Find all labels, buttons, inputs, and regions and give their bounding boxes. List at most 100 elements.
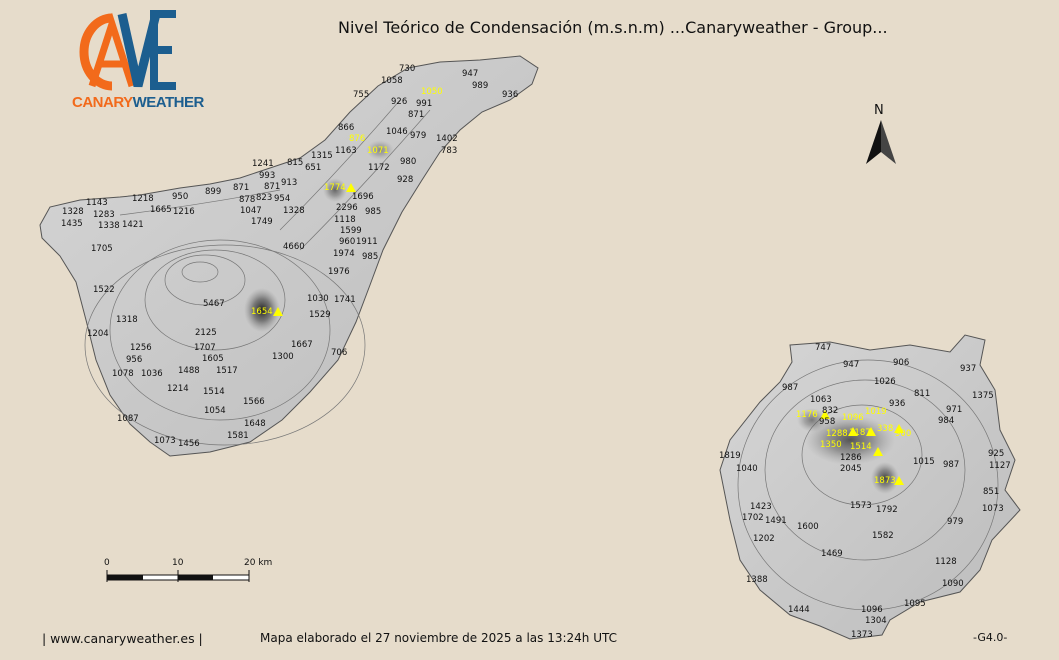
elevation-label: 1469 bbox=[821, 549, 843, 559]
elevation-label: 1522 bbox=[93, 285, 115, 295]
highlighted-elevation-label: 1096 bbox=[842, 413, 864, 423]
elevation-label: 1707 bbox=[194, 343, 216, 353]
elevation-label: 1456 bbox=[178, 439, 200, 449]
elevation-label: 989 bbox=[472, 81, 489, 91]
elevation-label: 1118 bbox=[334, 215, 356, 225]
elevation-label: 1444 bbox=[788, 605, 810, 615]
elevation-label: 1300 bbox=[272, 352, 294, 362]
highlighted-elevation-label: 338 bbox=[877, 424, 894, 434]
website-link[interactable]: | www.canaryweather.es | bbox=[42, 631, 203, 646]
elevation-label: 1792 bbox=[876, 505, 898, 515]
logo-word-canary: Canary bbox=[72, 94, 133, 111]
map-title: Nivel Teórico de Condensación (m.s.n.m) … bbox=[338, 18, 888, 37]
logo-word-weather: Weather bbox=[132, 94, 205, 111]
elevation-label: 1095 bbox=[904, 599, 926, 609]
elevation-label: 1214 bbox=[167, 384, 189, 394]
elevation-label: 985 bbox=[362, 252, 379, 262]
highlighted-elevation-label: 900 bbox=[895, 429, 912, 439]
elevation-label: 1087 bbox=[117, 414, 139, 424]
elevation-label: 1047 bbox=[240, 206, 262, 216]
elevation-label: 730 bbox=[399, 64, 416, 74]
north-label: N bbox=[874, 103, 884, 118]
elevation-label: 871 bbox=[264, 182, 281, 192]
elevation-label: 1514 bbox=[203, 387, 225, 397]
elevation-label: 1283 bbox=[93, 210, 115, 220]
highlighted-elevation-label: 1350 bbox=[820, 440, 842, 450]
elevation-label: 956 bbox=[126, 355, 143, 365]
elevation-label: 755 bbox=[353, 90, 370, 100]
elevation-label: 1046 bbox=[386, 127, 408, 137]
gran-canaria-contours bbox=[737, 359, 999, 611]
elevation-label: 1063 bbox=[810, 395, 832, 405]
highlighted-elevation-label: 1514 bbox=[850, 442, 872, 452]
elevation-label: 947 bbox=[462, 69, 479, 79]
elevation-label: 1078 bbox=[112, 369, 134, 379]
elevation-label: 1127 bbox=[989, 461, 1011, 471]
highlighted-elevation-label: 1176 bbox=[796, 410, 818, 420]
elevation-label: 1058 bbox=[381, 76, 403, 86]
elevation-label: 815 bbox=[287, 158, 304, 168]
scale-bar bbox=[106, 570, 250, 582]
elevation-label: 928 bbox=[397, 175, 414, 185]
elevation-label: 1648 bbox=[244, 419, 266, 429]
elevation-label: 2125 bbox=[195, 328, 217, 338]
elevation-label: 823 bbox=[256, 193, 273, 203]
north-arrow-icon bbox=[866, 120, 896, 164]
elevation-label: 1172 bbox=[368, 163, 390, 173]
elevation-label: 1749 bbox=[251, 217, 273, 227]
elevation-label: 1204 bbox=[87, 329, 109, 339]
elevation-label: 878 bbox=[239, 195, 256, 205]
elevation-label: 866 bbox=[338, 123, 355, 133]
canaryweather-logo: CanaryWeather bbox=[72, 6, 204, 114]
elevation-label: 1375 bbox=[972, 391, 994, 401]
scale-label-10: 10 bbox=[172, 558, 184, 568]
elevation-label: 1573 bbox=[850, 501, 872, 511]
elevation-label: 1600 bbox=[797, 522, 819, 532]
elevation-label: 1517 bbox=[216, 366, 238, 376]
elevation-label: 811 bbox=[914, 389, 931, 399]
elevation-label: 1163 bbox=[335, 146, 357, 156]
elevation-label: 1599 bbox=[340, 226, 362, 236]
elevation-label: 987 bbox=[782, 383, 799, 393]
elevation-label: 1090 bbox=[942, 579, 964, 589]
elevation-label: 987 bbox=[943, 460, 960, 470]
elevation-label: 1566 bbox=[243, 397, 265, 407]
elevation-label: 1976 bbox=[328, 267, 350, 277]
version: -G4.0- bbox=[973, 631, 1008, 644]
elevation-label: 958 bbox=[819, 417, 836, 427]
elevation-label: 1421 bbox=[122, 220, 144, 230]
summit-triangle-icon bbox=[894, 424, 904, 433]
elevation-label: 1216 bbox=[173, 207, 195, 217]
highlighted-elevation-label: 1774 bbox=[324, 183, 346, 193]
tenerife-contours bbox=[84, 99, 431, 446]
elevation-label: 1304 bbox=[865, 616, 887, 626]
elevation-label: 783 bbox=[441, 146, 458, 156]
elevation-label: 1338 bbox=[98, 221, 120, 231]
elevation-label: 971 bbox=[946, 405, 963, 415]
elevation-label: 1096 bbox=[861, 605, 883, 615]
highlighted-elevation-label: 1071 bbox=[367, 146, 389, 156]
elevation-label: 1911 bbox=[356, 237, 378, 247]
elevation-label: 936 bbox=[502, 90, 519, 100]
elevation-label: 1667 bbox=[291, 340, 313, 350]
elevation-label: 1605 bbox=[202, 354, 224, 364]
elevation-label: 984 bbox=[938, 416, 955, 426]
elevation-label: 832 bbox=[822, 406, 839, 416]
elevation-label: 913 bbox=[281, 178, 298, 188]
elevation-label: 1665 bbox=[150, 205, 172, 215]
summit-triangle-icon bbox=[273, 307, 283, 316]
summit-triangle-icon bbox=[873, 447, 883, 456]
elevation-label: 1315 bbox=[311, 151, 333, 161]
elevation-label: 5467 bbox=[203, 299, 225, 309]
elevation-label: 925 bbox=[988, 449, 1005, 459]
elevation-label: 1402 bbox=[436, 134, 458, 144]
elevation-label: 1143 bbox=[86, 198, 108, 208]
highlighted-elevation-label: 1873 bbox=[874, 476, 896, 486]
elevation-label: 871 bbox=[233, 183, 250, 193]
elevation-label: 1026 bbox=[874, 377, 896, 387]
elevation-label: 1241 bbox=[252, 159, 274, 169]
elevation-label: 979 bbox=[947, 517, 964, 527]
highlighted-elevation-label: 876 bbox=[349, 134, 366, 144]
elevation-label: 1581 bbox=[227, 431, 249, 441]
elevation-label: 1073 bbox=[154, 436, 176, 446]
